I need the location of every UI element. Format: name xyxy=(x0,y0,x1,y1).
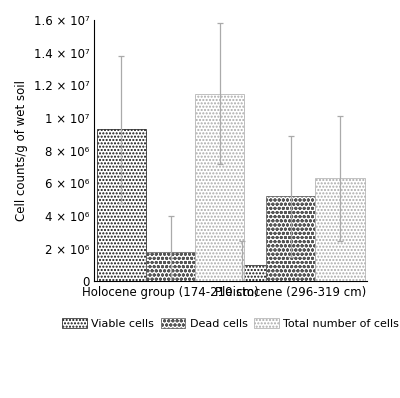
Bar xyxy=(217,265,266,281)
Legend: Viable cells, Dead cells, Total number of cells: Viable cells, Dead cells, Total number o… xyxy=(58,314,400,333)
Bar xyxy=(97,129,146,281)
Bar xyxy=(315,178,364,281)
Bar xyxy=(146,252,195,281)
Y-axis label: Cell counts/g of wet soil: Cell counts/g of wet soil xyxy=(15,80,28,221)
Bar xyxy=(266,196,315,281)
Bar xyxy=(195,94,244,281)
